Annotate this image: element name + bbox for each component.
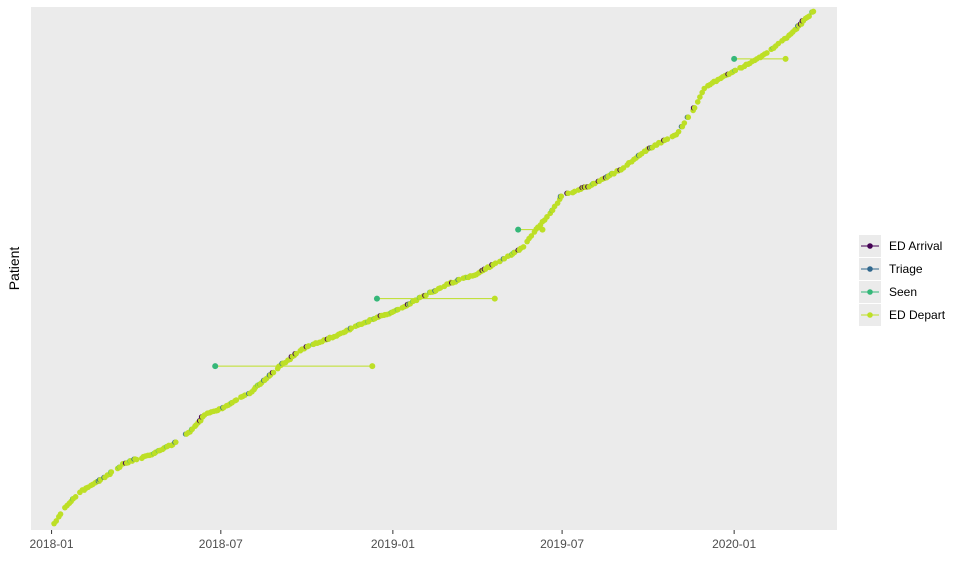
ed-depart-point	[681, 120, 688, 126]
long-stay-depart-point	[491, 295, 498, 302]
ed-depart-point	[565, 190, 571, 197]
x-tick-label: 2018-01	[30, 537, 74, 551]
ed-depart-point	[72, 494, 79, 500]
legend-key-point	[867, 266, 873, 272]
ed-depart-point	[423, 292, 429, 299]
x-tick-label: 2018-07	[199, 537, 243, 551]
ed-depart-point	[348, 325, 355, 332]
ed-depart-point	[732, 67, 739, 74]
ed-depart-point	[492, 260, 499, 266]
long-stay-depart-point	[539, 226, 546, 233]
legend-label: Seen	[889, 285, 917, 299]
data-points	[51, 8, 817, 527]
ed-depart-point	[697, 94, 703, 100]
ed-depart-point	[270, 369, 277, 376]
x-axis: 2018-01 2018-07 2019-01 2019-07 2020-01	[30, 530, 756, 551]
ed-depart-point	[108, 469, 115, 475]
ed-depart-point	[233, 397, 240, 403]
ed-depart-point	[558, 193, 565, 200]
ed-depart-point	[57, 511, 64, 517]
legend-label: Triage	[889, 262, 923, 276]
ed-depart-point	[675, 128, 682, 135]
x-tick-label: 2020-01	[712, 537, 756, 551]
x-tick-label: 2019-07	[540, 537, 584, 551]
legend-label: ED Depart	[889, 308, 946, 322]
ed-depart-point	[691, 105, 698, 111]
ed-depart-point	[520, 244, 527, 250]
ed-depart-point	[133, 456, 140, 463]
y-axis-title: Patient	[6, 247, 22, 291]
legend-label: ED Arrival	[889, 239, 942, 253]
ed-depart-point	[544, 214, 550, 220]
ed-depart-point	[810, 8, 817, 15]
long-stay-depart-point	[782, 55, 789, 62]
legend-key-point	[867, 312, 873, 318]
long-stay-seen-point	[212, 363, 219, 370]
ed-depart-point	[172, 439, 179, 445]
legend: ED Arrival Triage Seen ED Depart	[857, 233, 950, 327]
ed-depart-point	[395, 306, 401, 313]
x-tick-label: 2019-01	[371, 537, 415, 551]
ed-depart-point	[764, 50, 770, 56]
long-stay-seen-point	[373, 295, 380, 302]
legend-key-point	[867, 289, 873, 295]
ed-depart-point	[293, 350, 300, 357]
ed-depart-point	[685, 114, 692, 121]
ed-depart-point	[664, 136, 671, 142]
ed-depart-point	[694, 99, 701, 105]
long-stay-seen-point	[515, 226, 522, 233]
ed-depart-point	[456, 276, 462, 283]
ed-depart-point	[53, 518, 60, 524]
legend-key-point	[867, 243, 873, 249]
long-stay-depart-point	[369, 363, 376, 370]
ed-depart-point	[528, 233, 535, 239]
plot-panel	[31, 7, 837, 530]
ed-depart-point	[305, 343, 312, 349]
long-stay-seen-point	[731, 55, 738, 62]
ed-depart-point	[806, 13, 812, 20]
